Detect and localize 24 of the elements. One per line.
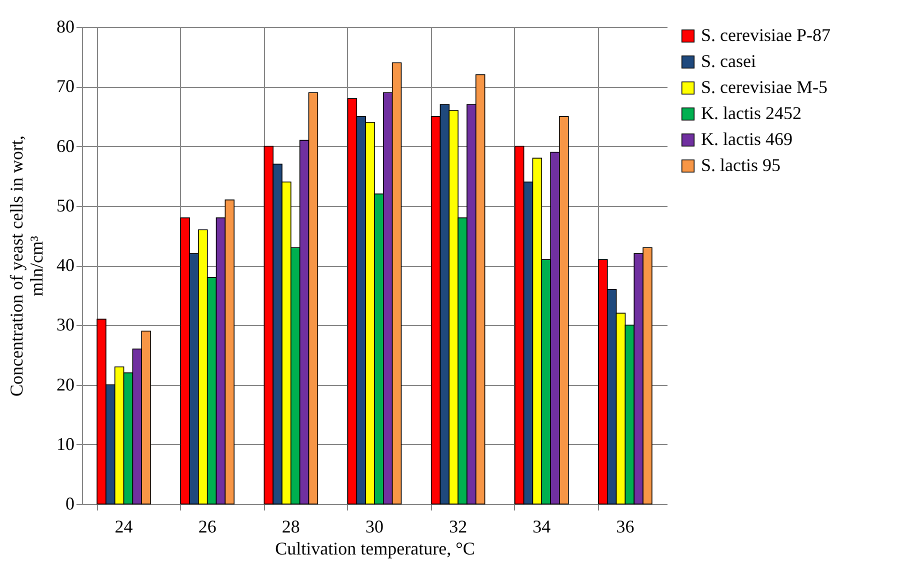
x-tick-label: 30 <box>366 516 384 536</box>
legend-label: S. lactis 95 <box>701 155 780 175</box>
legend-label: S. cerevisiae M-5 <box>701 77 828 97</box>
x-tick-label: 34 <box>532 516 551 536</box>
x-axis-title: Cultivation temperature, °C <box>275 538 475 558</box>
y-tick-label: 30 <box>56 314 74 335</box>
y-tick-label: 10 <box>56 434 74 454</box>
y-axis-title: Concentration of yeast cells in wort, mln/cm³ <box>6 136 46 396</box>
legend-label: S. casei <box>701 51 756 71</box>
legend-label: S. cerevisiae P-87 <box>701 25 830 45</box>
x-tick-label: 32 <box>449 516 468 536</box>
y-tick-label: 80 <box>56 16 74 36</box>
x-tick-label: 24 <box>114 516 133 536</box>
x-tick-label: 28 <box>282 516 300 536</box>
y-tick-label: 60 <box>56 136 74 156</box>
y-tick-label: 70 <box>56 76 74 96</box>
y-tick-label: 0 <box>66 494 74 514</box>
y-tick-label: 40 <box>56 255 74 275</box>
legend-label: K. lactis 469 <box>701 129 792 149</box>
x-tick-label: 36 <box>616 516 634 536</box>
y-tick-label: 50 <box>56 195 74 216</box>
x-tick-label: 26 <box>198 516 216 536</box>
y-tick-label: 20 <box>56 374 74 394</box>
legend-label: K. lactis 2452 <box>701 103 802 123</box>
